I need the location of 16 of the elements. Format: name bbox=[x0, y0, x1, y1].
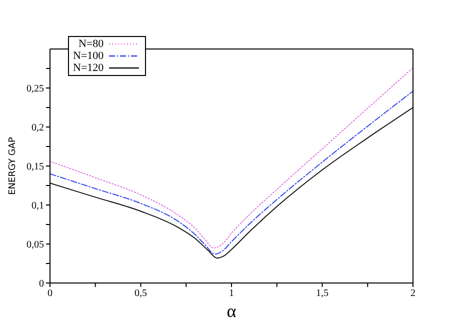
x-tick-label: 0,5 bbox=[134, 288, 147, 300]
x-tick-label: 2 bbox=[410, 288, 416, 300]
legend-label: N=120 bbox=[73, 62, 104, 74]
y-tick-label: 0 bbox=[39, 278, 44, 290]
y-tick-label: 0,1 bbox=[32, 200, 44, 212]
y-axis-title: ENERGY GAP bbox=[8, 136, 18, 195]
y-tick-label: 0,2 bbox=[32, 122, 44, 134]
y-tick-label: 0,25 bbox=[26, 84, 44, 95]
x-axis-title: α bbox=[226, 301, 237, 321]
y-tick-label: 0,15 bbox=[26, 162, 44, 173]
y-tick-label: 0,05 bbox=[26, 240, 44, 251]
x-tick-label: 1,5 bbox=[316, 288, 328, 300]
legend-label: N=100 bbox=[73, 50, 104, 62]
x-tick-label: 0 bbox=[48, 288, 52, 300]
x-tick-label: 1 bbox=[229, 288, 234, 300]
legend-label: N=80 bbox=[78, 38, 104, 50]
